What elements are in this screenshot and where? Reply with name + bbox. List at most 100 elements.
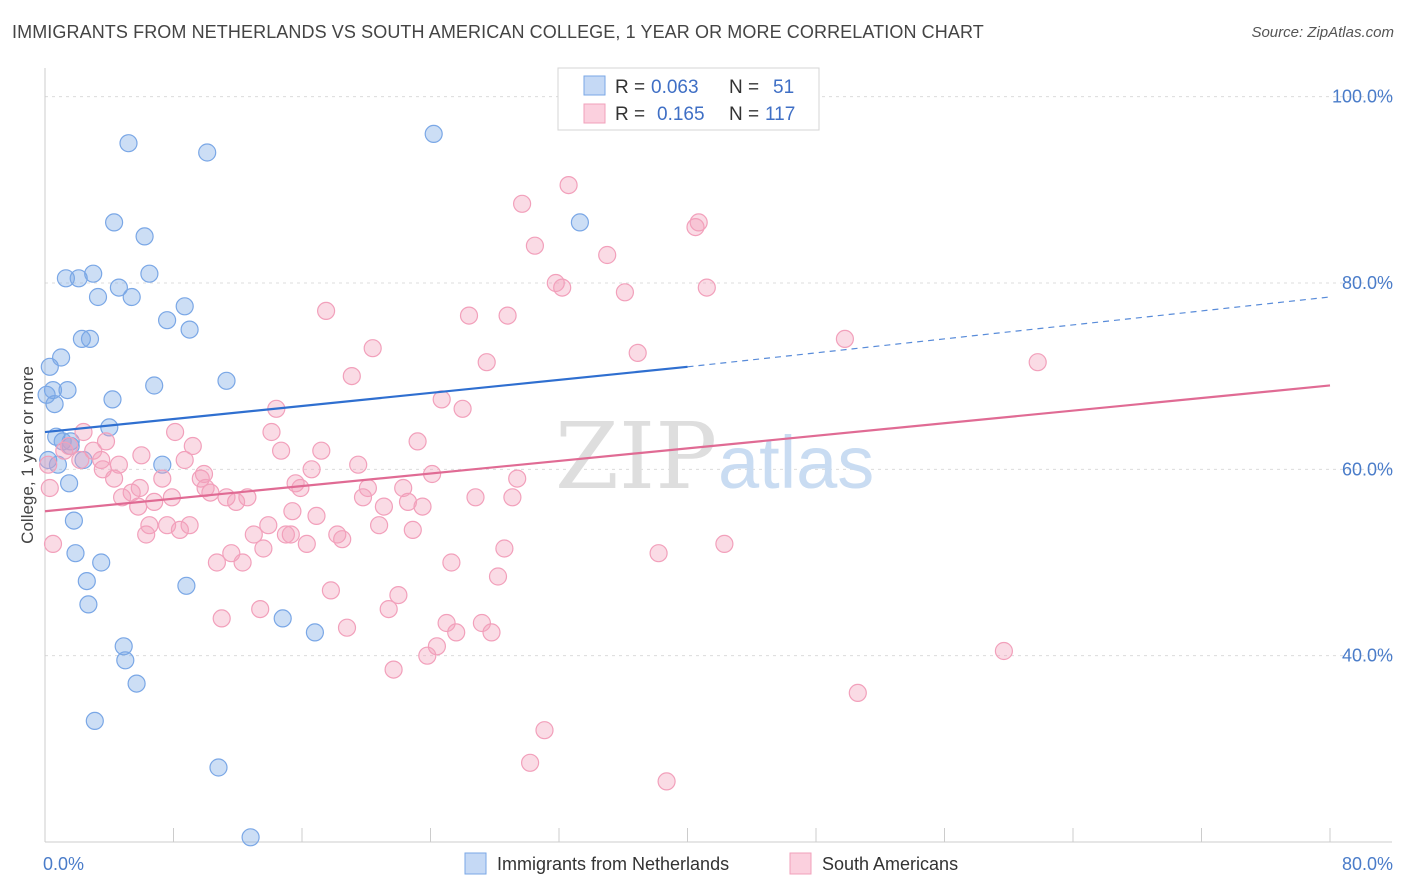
south-americans-point [317,301,336,320]
south-americans-point [615,283,635,302]
south-americans-point [353,488,373,507]
south-americans-point [363,339,382,358]
south-americans-point [384,660,403,679]
y-axis-title: College, 1 year or more [18,366,37,544]
south-americans-point [112,488,132,507]
legend-n-value-2: 117 [765,104,795,125]
netherlands-point [104,213,124,232]
data-points [37,124,1047,847]
south-americans-point [71,450,90,470]
netherlands-point [198,143,217,162]
watermark-atlas: atlas [718,421,874,504]
south-americans-point [394,478,413,498]
watermark-zip: ZIP [555,403,717,510]
bottom-legend-netherlands: Immigrants from Netherlands [497,854,729,874]
chart-source: Source: ZipAtlas.com [1251,24,1394,41]
netherlands-point [570,213,590,232]
netherlands-point [64,511,84,530]
south-americans-point [39,455,58,474]
south-americans-point [553,278,572,297]
bottom-legend-south-americans: South Americans [822,854,958,874]
netherlands-point [45,395,64,414]
legend-r-label: R = [615,104,645,125]
south-americans-point [408,432,427,451]
south-americans-point [508,469,527,488]
south-americans-point [283,502,302,521]
south-americans-point [379,599,398,619]
south-americans-point [201,483,220,502]
south-americans-point [130,478,149,498]
south-americans-point [498,306,517,325]
south-americans-point [312,441,331,460]
y-tick-labels: 40.0% 60.0% 80.0% 100.0% [1332,87,1393,666]
bottom-legend-swatch-netherlands [464,852,487,875]
south-americans-point [447,623,466,642]
netherlands-point [122,287,141,307]
legend-swatch-south-americans [583,103,606,124]
south-americans-point [477,353,496,372]
south-americans-point [140,516,159,535]
south-americans-point [207,553,226,572]
south-americans-point [689,213,708,232]
south-americans-point [132,446,151,465]
south-americans-point [59,436,79,456]
netherlands-point [209,758,228,777]
south-americans-point [512,194,532,213]
south-americans-point [503,488,522,507]
netherlands-point [43,381,63,400]
south-americans-point [413,497,432,516]
netherlands-point [116,651,135,670]
south-americans-point [488,567,508,586]
south-americans-point [994,641,1014,661]
south-americans-point [482,623,501,642]
gridlines [45,96,1392,657]
south-americans-point [374,497,393,516]
south-americans-point [302,460,321,479]
south-americans-point [559,176,578,195]
south-americans-point [649,544,668,563]
south-americans-point [166,422,185,442]
south-americans-point [244,525,263,544]
south-americans-point [297,534,316,554]
south-americans-point [238,488,257,507]
netherlands-point [145,376,164,395]
south-americans-point [272,441,291,460]
y-tick-label: 60.0% [1342,459,1393,479]
south-americans-point [657,772,676,791]
south-americans-point [233,553,252,572]
netherlands-point [92,553,111,572]
south-americans-point [370,516,389,535]
y-tick-label: 40.0% [1342,646,1393,666]
trend-lines [44,296,1331,513]
south-americans-point [40,478,59,498]
south-americans-point [495,539,514,558]
south-americans-point [389,585,408,605]
x-tick-label: 0.0% [43,854,84,874]
south-americans-point [472,613,491,633]
legend-r-label: R = [615,77,645,98]
south-americans-point [307,506,326,526]
netherlands-point [58,381,77,400]
netherlands-point [119,134,138,153]
netherlands-point [158,311,177,330]
south-americans-point [466,488,485,507]
south-americans-point [535,721,554,740]
netherlands-point [79,595,98,614]
netherlands-point [51,348,71,367]
south-americans-point [251,599,270,619]
y-tick-label: 100.0% [1332,87,1393,107]
netherlands-point [180,320,199,339]
south-americans-trend-line [44,384,1331,513]
netherlands-point [88,287,108,307]
x-tick-labels: 0.0% 80.0% [43,854,1393,874]
south-americans-point [525,236,545,255]
south-americans-point [175,450,194,470]
south-americans-point [697,278,716,297]
south-americans-point [349,455,368,474]
south-americans-point [92,450,111,470]
south-americans-point [262,422,281,442]
south-americans-point [418,646,437,665]
netherlands-point [153,455,172,474]
netherlands-point [424,124,443,143]
